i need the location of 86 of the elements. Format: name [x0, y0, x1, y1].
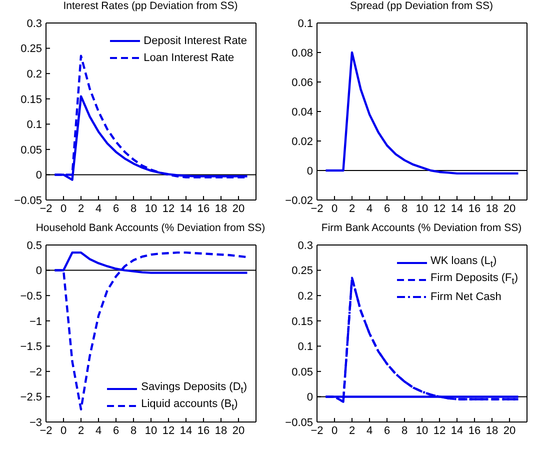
x-tick-label: 12: [433, 424, 446, 437]
chart-title: Firm Bank Accounts (% Deviation from SS): [320, 222, 523, 236]
y-tick-label: 0.15: [292, 316, 313, 328]
y-tick-label: −1: [29, 316, 42, 328]
legend-label: Liquid accounts (B$_{t}$): [141, 398, 238, 413]
x-tick-label: 16: [468, 424, 481, 437]
y-tick-label: −3: [29, 416, 42, 429]
x-tick-label: 2: [348, 202, 356, 215]
x-tick-label: 6: [112, 424, 120, 437]
x-tick-label: 8: [401, 424, 408, 437]
y-tick-label: 0.05: [20, 144, 42, 156]
y-tick-label: 0: [36, 170, 42, 182]
x-tick-label: 20: [503, 202, 516, 215]
y-tick-label: −0.5: [20, 290, 42, 302]
y-tick-label: 0.05: [292, 366, 313, 378]
y-tick-label: 0.3: [26, 18, 42, 30]
x-tick-label: 0: [331, 202, 338, 215]
legend-label: Deposit Interest Rate: [144, 34, 247, 46]
x-tick-label: 6: [384, 202, 390, 215]
x-tick-label: 18: [486, 424, 498, 437]
x-tick-label: 14: [180, 424, 192, 437]
x-tick-label: 18: [214, 202, 228, 215]
x-tick-label: 18: [486, 202, 498, 215]
y-tick-label: 0: [36, 265, 42, 278]
x-tick-label: 18: [214, 424, 228, 437]
x-tick-label: 12: [162, 424, 175, 437]
x-tick-label: 16: [468, 202, 481, 215]
x-tick-label: 10: [144, 202, 158, 215]
x-tick-label: 14: [450, 202, 464, 215]
legend-label: Savings Deposits (D$_{t}$): [141, 381, 247, 396]
y-tick-label: 0.25: [20, 43, 42, 56]
x-tick-label: 0: [60, 202, 67, 215]
x-tick-label: 4: [366, 424, 373, 437]
legend-label: Firm Net Cash: [430, 290, 502, 302]
y-tick-label: −0.05: [14, 194, 42, 207]
y-tick-label: 0.04: [292, 106, 313, 118]
y-tick-label: 0: [306, 392, 313, 404]
x-tick-label: 2: [78, 202, 84, 215]
y-tick-label: 0.1: [298, 341, 313, 354]
x-tick-label: 20: [503, 424, 516, 437]
y-tick-label: −2: [29, 366, 42, 378]
y-tick-label: 0.02: [292, 136, 313, 148]
x-tick-label: 4: [366, 202, 373, 215]
x-tick-label: 6: [112, 202, 120, 215]
x-tick-label: 8: [130, 202, 137, 215]
y-tick-label: 0.1: [26, 119, 42, 132]
x-tick-label: 8: [130, 424, 137, 437]
chart-title: Spread (pp Deviation from SS): [349, 0, 494, 14]
x-tick-label: 2: [348, 424, 356, 437]
x-tick-label: 20: [232, 202, 245, 215]
chart-title: Household Bank Accounts (% Deviation from SS): [34, 222, 266, 236]
x-tick-label: 14: [450, 424, 464, 437]
y-tick-label: −0.05: [285, 416, 313, 429]
y-tick-label: 0.08: [292, 47, 313, 60]
y-tick-label: 0.2: [26, 68, 42, 80]
y-tick-label: 0.06: [292, 76, 313, 89]
y-tick-label: 0.1: [298, 18, 313, 30]
x-tick-label: 8: [401, 202, 408, 215]
x-tick-label: 12: [162, 202, 175, 215]
y-tick-label: 0: [306, 165, 313, 178]
legend-label: WK loans (L$_{t}$): [430, 255, 497, 270]
y-tick-label: −1.5: [20, 341, 42, 354]
y-tick-label: −2.5: [20, 392, 42, 404]
chart-title: Interest Rates (pp Deviation from SS): [62, 0, 239, 14]
x-tick-label: 0: [60, 424, 67, 437]
x-tick-label: 16: [197, 202, 210, 215]
x-tick-label: 4: [95, 202, 102, 215]
x-tick-label: 10: [416, 424, 428, 437]
y-tick-label: −0.02: [285, 194, 313, 207]
x-tick-label: 0: [331, 424, 338, 437]
x-tick-label: 10: [144, 424, 158, 437]
legend-label: Loan Interest Rate: [144, 52, 234, 64]
x-tick-label: 10: [416, 202, 428, 215]
y-tick-label: 0.5: [26, 240, 42, 252]
y-tick-label: 0.2: [298, 290, 313, 302]
x-tick-label: 2: [78, 424, 84, 437]
x-tick-label: 20: [232, 424, 245, 437]
x-tick-label: 14: [180, 202, 192, 215]
y-tick-label: 0.25: [292, 265, 313, 278]
x-tick-label: 6: [384, 424, 390, 437]
x-tick-label: 16: [197, 424, 210, 437]
y-tick-label: 0.15: [20, 94, 42, 106]
x-tick-label: 4: [95, 424, 102, 437]
legend-label: Firm Deposits (F$_{t}$): [430, 272, 518, 287]
x-tick-label: 12: [433, 202, 446, 215]
y-tick-label: 0.3: [298, 240, 313, 252]
